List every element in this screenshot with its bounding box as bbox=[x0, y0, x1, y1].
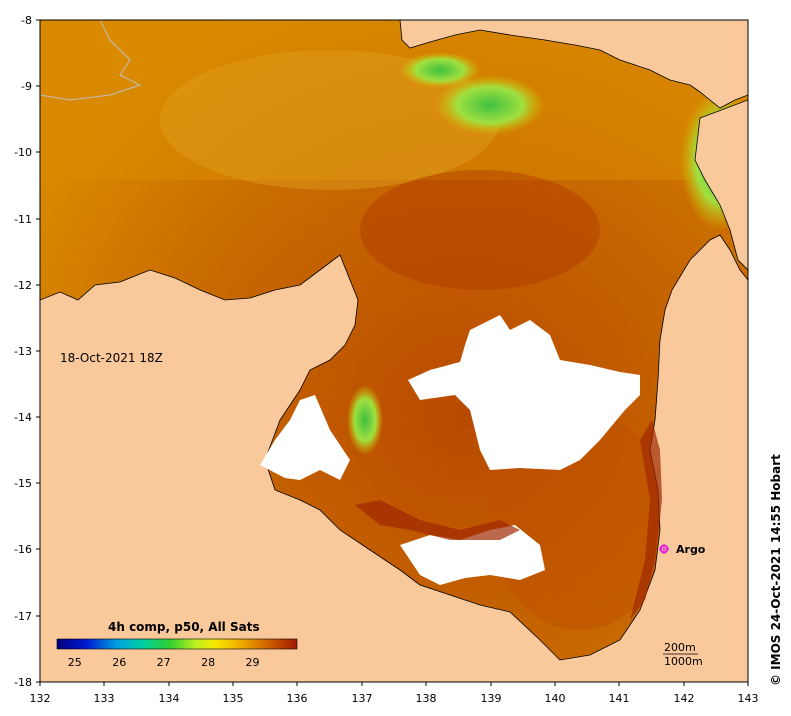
y-tick-label: -18 bbox=[14, 676, 32, 689]
x-tick-label: 141 bbox=[609, 692, 630, 705]
x-tick-label: 132 bbox=[30, 692, 51, 705]
y-tick-label: -17 bbox=[14, 610, 32, 623]
y-tick-label: -14 bbox=[14, 411, 32, 424]
x-tick-label: 140 bbox=[545, 692, 566, 705]
x-tick-label: 139 bbox=[481, 692, 502, 705]
timestamp-label: 18-Oct-2021 18Z bbox=[60, 351, 163, 365]
land-png bbox=[399, 20, 748, 109]
argo-marker: Argo bbox=[659, 543, 706, 556]
x-tick-label: 143 bbox=[738, 692, 759, 705]
land-australia bbox=[40, 234, 748, 682]
y-tick-label: -10 bbox=[14, 146, 32, 159]
sst-legend: 4h comp, p50, All Sats 25 26 27 28 29 bbox=[56, 620, 298, 669]
x-tick-label: 133 bbox=[94, 692, 115, 705]
x-tick-label: 137 bbox=[352, 692, 373, 705]
x-tick-label: 136 bbox=[287, 692, 308, 705]
y-tick-label: -9 bbox=[21, 80, 32, 93]
y-axis: -8 -9 -10 -11 -12 -13 -14 -15 -16 -17 -1… bbox=[14, 14, 40, 689]
x-axis: 132 133 134 135 136 137 138 139 140 141 … bbox=[30, 682, 759, 705]
y-tick-label: -12 bbox=[14, 279, 32, 292]
y-tick-label: -8 bbox=[21, 14, 32, 27]
x-tick-label: 134 bbox=[159, 692, 180, 705]
contour-1000m-label: 1000m bbox=[664, 655, 703, 668]
y-tick-label: -15 bbox=[14, 477, 32, 490]
contour-key: 200m 1000m bbox=[663, 641, 703, 668]
x-tick-label: 138 bbox=[416, 692, 437, 705]
legend-tick-label: 28 bbox=[201, 656, 215, 669]
contour-200m-label: 200m bbox=[664, 641, 696, 654]
cool-water-patch bbox=[435, 75, 545, 135]
x-tick-label: 135 bbox=[223, 692, 244, 705]
credit-text: © IMOS 24-Oct-2021 14:55 Hobart bbox=[769, 454, 783, 686]
colorbar bbox=[56, 638, 298, 650]
argo-label: Argo bbox=[676, 543, 706, 556]
no-data-regions bbox=[260, 315, 640, 585]
y-tick-label: -11 bbox=[14, 213, 32, 226]
y-tick-label: -16 bbox=[14, 543, 32, 556]
legend-tick-label: 25 bbox=[68, 656, 82, 669]
y-tick-label: -13 bbox=[14, 345, 32, 358]
legend-tick-label: 29 bbox=[246, 656, 260, 669]
legend-title: 4h comp, p50, All Sats bbox=[108, 620, 260, 634]
plot-area bbox=[40, 20, 748, 682]
x-tick-label: 142 bbox=[674, 692, 695, 705]
legend-tick-label: 26 bbox=[112, 656, 126, 669]
legend-tick-label: 27 bbox=[157, 656, 171, 669]
